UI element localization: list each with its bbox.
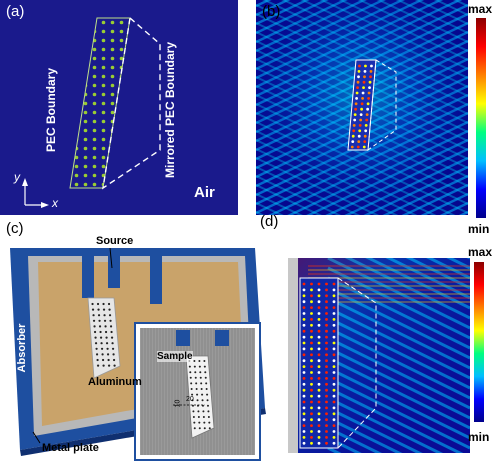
inset-sample-label: Sample: [157, 351, 193, 362]
panel-a-graphic: [22, 16, 161, 208]
colorbar-b: [476, 18, 486, 218]
source-channel-left: [82, 248, 94, 298]
panel-b-label: (b): [262, 3, 281, 20]
panel-a: (a) PEC Boundary Mirrored PEC Boundary A…: [0, 0, 238, 215]
panel-b: (b): [256, 0, 468, 215]
pec-boundary-label: PEC Boundary: [44, 67, 58, 153]
colorbar-d-min: min: [468, 430, 490, 444]
x-axis-label: x: [52, 196, 58, 210]
air-label: Air: [194, 184, 215, 201]
field-map-b: [256, 0, 468, 215]
colorbar-b-max: max: [468, 2, 493, 16]
inset-dim-a: 10: [174, 399, 182, 408]
absorber-label: Absorber: [16, 323, 28, 373]
metal-plate-label: Metal plate: [42, 442, 99, 454]
panel-c: (c) Source Absorber Aluminum Metal plate…: [0, 218, 270, 465]
panel-d-label: (d): [260, 213, 279, 230]
mirrored-boundary-outline: [102, 16, 161, 190]
aluminum-label: Aluminum: [88, 376, 142, 388]
mirrored-boundary-b: [367, 59, 397, 152]
field-map-d: [288, 258, 470, 453]
colorbar-b-min: min: [468, 222, 490, 236]
panel-c-label: (c): [6, 220, 24, 237]
source-channel-mid: [108, 248, 120, 288]
metamaterial-structure: [69, 17, 131, 189]
colorbar-d-max: max: [468, 245, 493, 259]
colorbar-d: [474, 262, 484, 422]
aluminum-sample: [87, 297, 121, 379]
mirrored-pec-boundary-label: Mirrored PEC Boundary: [163, 41, 177, 179]
source-label: Source: [96, 235, 134, 247]
absorber-region-d: [288, 258, 298, 453]
y-axis-label: y: [14, 170, 20, 184]
panel-d: [288, 258, 470, 453]
inset-dim-b: 20: [186, 396, 194, 403]
inset-sample: [185, 355, 215, 439]
source-channel-right: [150, 248, 162, 304]
panel-a-label: (a): [6, 3, 25, 20]
experimental-setup: [10, 247, 266, 461]
structure-d: [299, 277, 339, 449]
